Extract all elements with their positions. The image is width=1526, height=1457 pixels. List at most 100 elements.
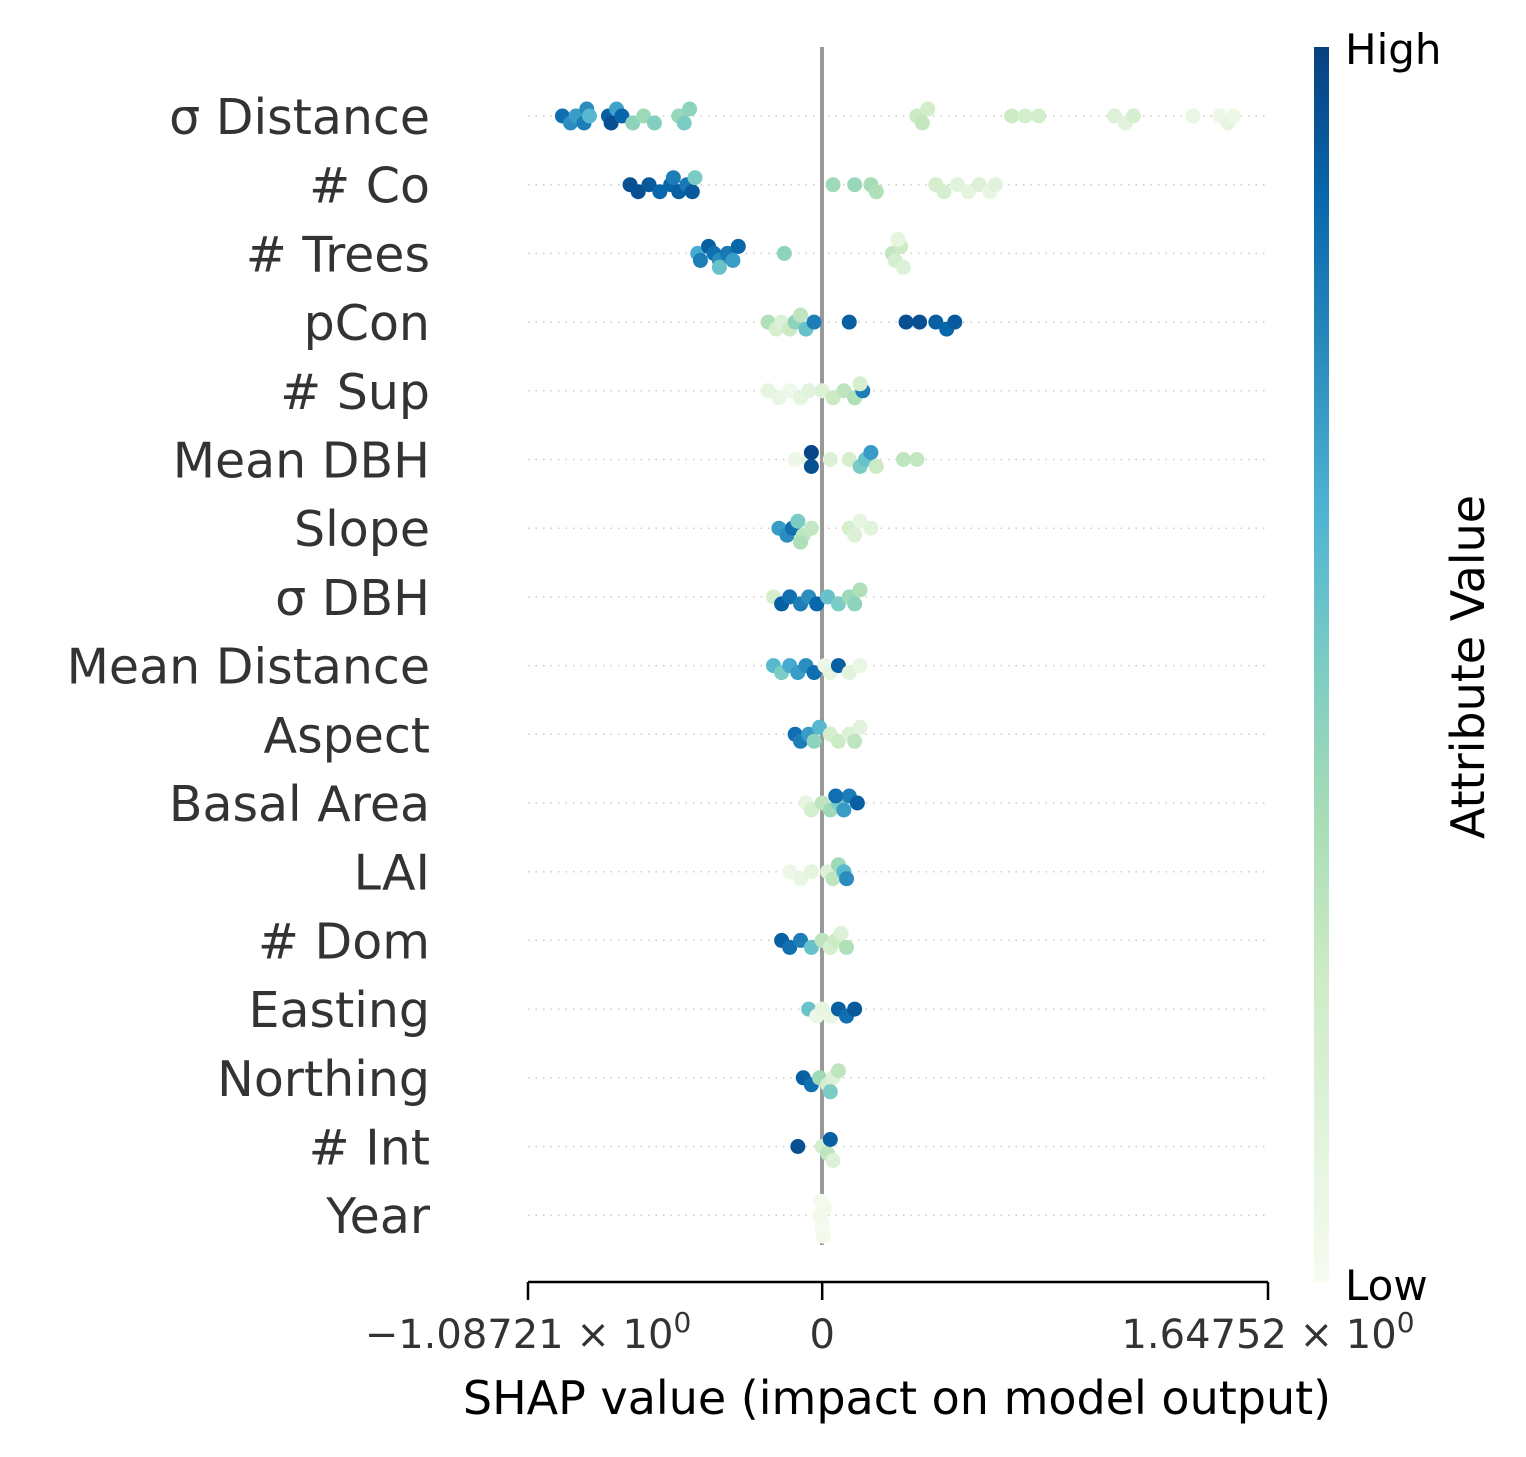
shap-point	[895, 452, 911, 467]
shap-point	[863, 520, 879, 536]
feature-label: Year	[325, 1188, 431, 1245]
shap-point	[803, 445, 819, 460]
shap-point	[847, 1001, 863, 1017]
shap-point	[1225, 108, 1241, 124]
colorbar-title: Attribute Value	[1441, 495, 1495, 839]
shap-point	[841, 314, 857, 330]
shap-point	[825, 1153, 841, 1168]
shap-point	[912, 314, 928, 330]
shap-point	[847, 596, 863, 612]
colorbar-low-label: Low	[1345, 1261, 1428, 1310]
feature-label: Easting	[248, 982, 430, 1039]
feature-label: # Trees	[246, 226, 430, 283]
shap-point	[847, 527, 863, 543]
x-tick-label: −1.08721 × 100	[365, 1306, 692, 1358]
shap-points	[554, 101, 1241, 1244]
shap-point	[625, 115, 641, 131]
shap-point	[898, 314, 914, 330]
shap-point	[782, 939, 798, 955]
colorbar-gradient	[1314, 47, 1329, 1282]
shap-point	[825, 390, 841, 406]
shap-point	[793, 307, 809, 323]
shap-point	[676, 115, 692, 131]
shap-point	[603, 115, 619, 131]
feature-label: σ DBH	[275, 570, 430, 627]
shap-point	[833, 925, 849, 941]
shap-point	[771, 390, 787, 406]
shap-point	[839, 939, 855, 955]
feature-label: # Sup	[280, 364, 430, 421]
shap-point	[841, 665, 857, 681]
shap-point	[711, 259, 727, 275]
shap-point	[760, 383, 776, 399]
shap-point	[665, 170, 681, 186]
shap-point	[811, 719, 827, 735]
shap-point	[920, 101, 936, 117]
shap-point	[836, 802, 852, 818]
shap-point	[793, 534, 809, 550]
shap-point	[852, 582, 868, 598]
row-guide-lines	[528, 115, 1268, 1216]
shap-point	[836, 383, 852, 399]
shap-point	[809, 596, 825, 612]
feature-label: LAI	[354, 845, 430, 902]
shap-point	[1017, 108, 1033, 124]
shap-point	[652, 184, 668, 200]
shap-point	[776, 245, 792, 261]
shap-point	[581, 108, 597, 124]
shap-point	[868, 459, 884, 474]
shap-point	[947, 314, 963, 330]
feature-label: # Co	[309, 158, 430, 215]
shap-point	[816, 1228, 832, 1244]
shap-point	[936, 184, 952, 200]
shap-point	[803, 939, 819, 955]
shap-point	[847, 177, 863, 193]
feature-labels: σ Distance # Co # Trees pCon # Sup Mean DBH Sl…	[67, 89, 431, 1245]
x-tick-label: 0	[809, 1312, 834, 1358]
shap-point	[793, 871, 809, 887]
shap-point	[646, 115, 662, 131]
feature-label: Mean Distance	[67, 639, 430, 696]
shap-point	[928, 314, 944, 330]
shap-point	[863, 445, 879, 460]
shap-point	[813, 1193, 829, 1209]
shap-point	[801, 383, 817, 399]
shap-point	[830, 1063, 846, 1079]
shap-point	[820, 589, 836, 605]
shap-point	[847, 733, 863, 749]
shap-point	[960, 184, 976, 200]
shap-point	[852, 658, 868, 674]
shap-point	[822, 1132, 838, 1147]
shap-point	[987, 177, 1003, 193]
shap-point	[949, 177, 965, 193]
shap-point	[971, 177, 987, 193]
shap-point	[682, 101, 698, 117]
shap-point	[790, 513, 806, 529]
shap-point	[852, 376, 868, 392]
shap-point	[839, 871, 855, 887]
shap-point	[687, 170, 703, 186]
shap-point	[830, 658, 846, 674]
shap-point	[782, 864, 798, 880]
x-axis: −1.08721 × 100 0 1.64752 × 100	[365, 1280, 1415, 1358]
shap-point	[614, 108, 630, 124]
shap-point	[1031, 108, 1047, 124]
shap-point	[828, 788, 844, 804]
shap-point	[852, 513, 868, 529]
shap-point	[822, 452, 838, 467]
shap-point	[825, 177, 841, 193]
shap-point	[730, 238, 746, 254]
shap-point	[803, 864, 819, 880]
x-axis-title: SHAP value (impact on model output)	[463, 1371, 1331, 1425]
shap-point	[868, 184, 884, 200]
shap-point	[636, 108, 652, 124]
shap-point	[787, 452, 803, 467]
shap-point	[814, 383, 830, 399]
shap-point	[1185, 108, 1201, 124]
shap-point	[806, 314, 822, 330]
shap-point	[909, 452, 925, 467]
shap-point	[782, 589, 798, 605]
feature-label: # Dom	[258, 913, 430, 970]
feature-label: Aspect	[264, 707, 430, 764]
shap-point	[806, 665, 822, 681]
